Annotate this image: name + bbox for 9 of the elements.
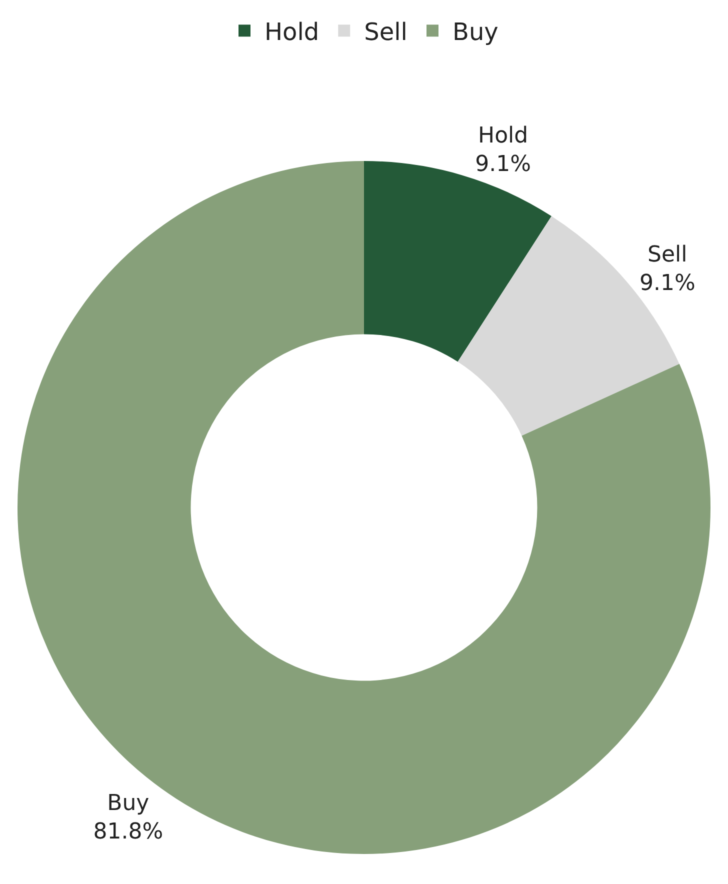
slice-label: Hold [478, 124, 528, 149]
data-label: 9.1% [475, 152, 532, 178]
slice-label: Sell [648, 242, 688, 268]
legend-label: Hold [264, 18, 320, 46]
legend-label: Buy [452, 18, 498, 46]
slice-label: Buy [107, 791, 150, 816]
data-label: 81.8% [93, 820, 164, 845]
legend-label: Sell [364, 18, 408, 46]
data-label: 9.1% [639, 271, 696, 296]
